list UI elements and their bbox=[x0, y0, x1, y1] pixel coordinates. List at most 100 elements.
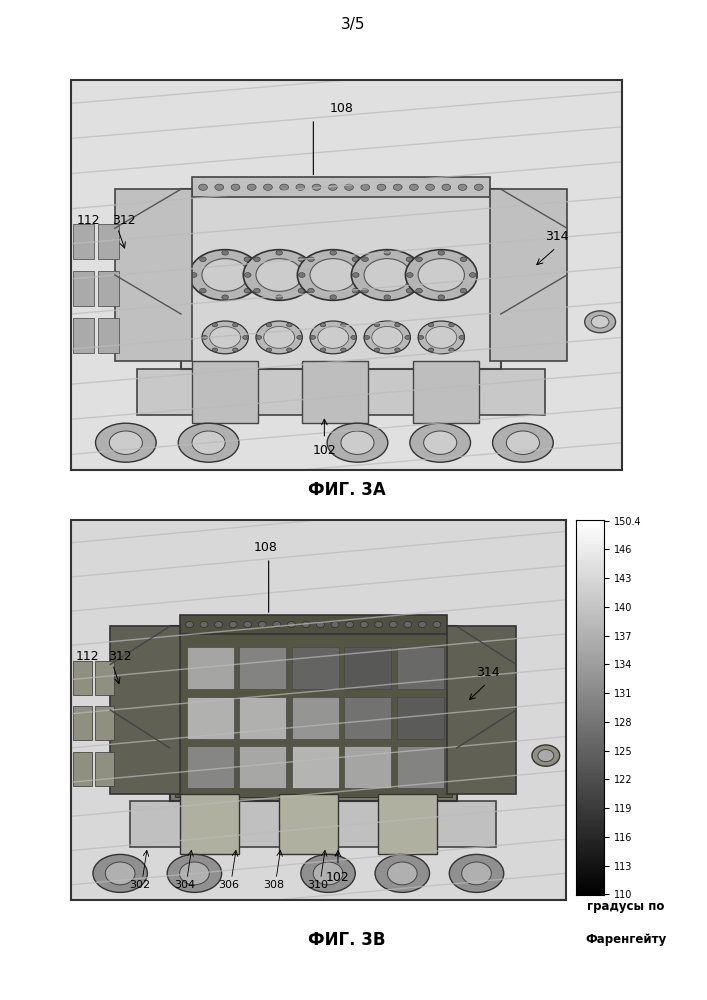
Bar bbox=[447, 626, 516, 794]
Circle shape bbox=[264, 184, 272, 190]
Circle shape bbox=[364, 335, 370, 339]
Circle shape bbox=[428, 323, 434, 327]
Bar bbox=[292, 746, 339, 788]
Bar bbox=[397, 647, 444, 689]
Circle shape bbox=[393, 184, 402, 190]
Text: 102: 102 bbox=[326, 871, 350, 884]
Bar bbox=[74, 706, 92, 740]
Circle shape bbox=[351, 250, 423, 300]
Bar bbox=[187, 697, 234, 738]
Bar bbox=[95, 752, 115, 786]
Text: 310: 310 bbox=[308, 880, 329, 890]
Ellipse shape bbox=[301, 854, 355, 892]
Circle shape bbox=[296, 184, 305, 190]
Circle shape bbox=[256, 259, 303, 291]
Bar bbox=[180, 794, 239, 854]
Circle shape bbox=[377, 184, 386, 190]
Bar bbox=[98, 224, 119, 259]
Circle shape bbox=[328, 184, 337, 190]
Circle shape bbox=[202, 259, 248, 291]
Text: 112: 112 bbox=[76, 650, 99, 663]
Circle shape bbox=[243, 250, 315, 300]
Circle shape bbox=[384, 295, 390, 300]
Circle shape bbox=[254, 288, 260, 293]
Circle shape bbox=[258, 621, 267, 628]
Circle shape bbox=[409, 184, 419, 190]
Bar bbox=[344, 647, 392, 689]
Circle shape bbox=[202, 335, 207, 339]
Text: 312: 312 bbox=[112, 214, 136, 227]
Circle shape bbox=[532, 745, 560, 766]
Circle shape bbox=[310, 259, 356, 291]
Circle shape bbox=[419, 621, 426, 628]
Text: 304: 304 bbox=[174, 880, 195, 890]
Circle shape bbox=[243, 335, 248, 339]
Ellipse shape bbox=[410, 423, 471, 462]
Circle shape bbox=[395, 323, 400, 327]
Circle shape bbox=[233, 348, 238, 352]
Circle shape bbox=[390, 621, 397, 628]
Bar bbox=[170, 626, 457, 801]
Circle shape bbox=[276, 250, 283, 255]
Circle shape bbox=[273, 621, 281, 628]
Circle shape bbox=[286, 323, 292, 327]
Circle shape bbox=[297, 335, 303, 339]
Circle shape bbox=[433, 621, 441, 628]
Circle shape bbox=[229, 621, 237, 628]
Bar bbox=[292, 647, 339, 689]
Circle shape bbox=[374, 348, 380, 352]
Bar bbox=[378, 794, 437, 854]
Circle shape bbox=[387, 862, 417, 885]
Text: 312: 312 bbox=[107, 650, 132, 663]
Circle shape bbox=[264, 326, 295, 348]
Circle shape bbox=[361, 273, 368, 277]
Bar bbox=[95, 706, 115, 740]
Circle shape bbox=[308, 288, 315, 293]
Bar bbox=[74, 661, 92, 695]
Circle shape bbox=[418, 259, 464, 291]
Circle shape bbox=[458, 184, 467, 190]
Circle shape bbox=[256, 335, 262, 339]
Circle shape bbox=[105, 862, 135, 885]
Circle shape bbox=[352, 257, 358, 262]
Circle shape bbox=[395, 348, 400, 352]
Circle shape bbox=[353, 273, 359, 277]
Text: 108: 108 bbox=[254, 541, 278, 554]
Circle shape bbox=[442, 184, 451, 190]
Ellipse shape bbox=[95, 423, 156, 462]
Circle shape bbox=[352, 288, 358, 293]
Circle shape bbox=[426, 184, 435, 190]
Circle shape bbox=[538, 750, 554, 762]
Circle shape bbox=[310, 321, 356, 354]
Circle shape bbox=[330, 250, 337, 255]
Circle shape bbox=[341, 348, 346, 352]
Circle shape bbox=[438, 295, 445, 300]
Bar bbox=[303, 361, 368, 423]
Circle shape bbox=[341, 431, 374, 454]
Circle shape bbox=[320, 348, 326, 352]
Circle shape bbox=[298, 250, 369, 300]
Bar bbox=[180, 615, 447, 634]
Bar bbox=[240, 647, 286, 689]
Bar bbox=[490, 189, 567, 361]
Circle shape bbox=[374, 323, 380, 327]
Circle shape bbox=[189, 250, 261, 300]
Circle shape bbox=[298, 273, 305, 277]
Text: 306: 306 bbox=[218, 880, 240, 890]
Bar bbox=[187, 746, 234, 788]
Bar bbox=[279, 794, 338, 854]
Circle shape bbox=[405, 335, 410, 339]
Circle shape bbox=[267, 348, 271, 352]
Circle shape bbox=[459, 335, 464, 339]
Circle shape bbox=[317, 326, 349, 348]
Ellipse shape bbox=[375, 854, 429, 892]
Circle shape bbox=[298, 288, 305, 293]
Circle shape bbox=[416, 257, 422, 262]
Bar bbox=[74, 752, 92, 786]
Circle shape bbox=[185, 621, 194, 628]
Circle shape bbox=[364, 259, 410, 291]
Circle shape bbox=[351, 335, 356, 339]
Circle shape bbox=[276, 295, 283, 300]
Circle shape bbox=[222, 295, 228, 300]
Bar bbox=[344, 746, 392, 788]
